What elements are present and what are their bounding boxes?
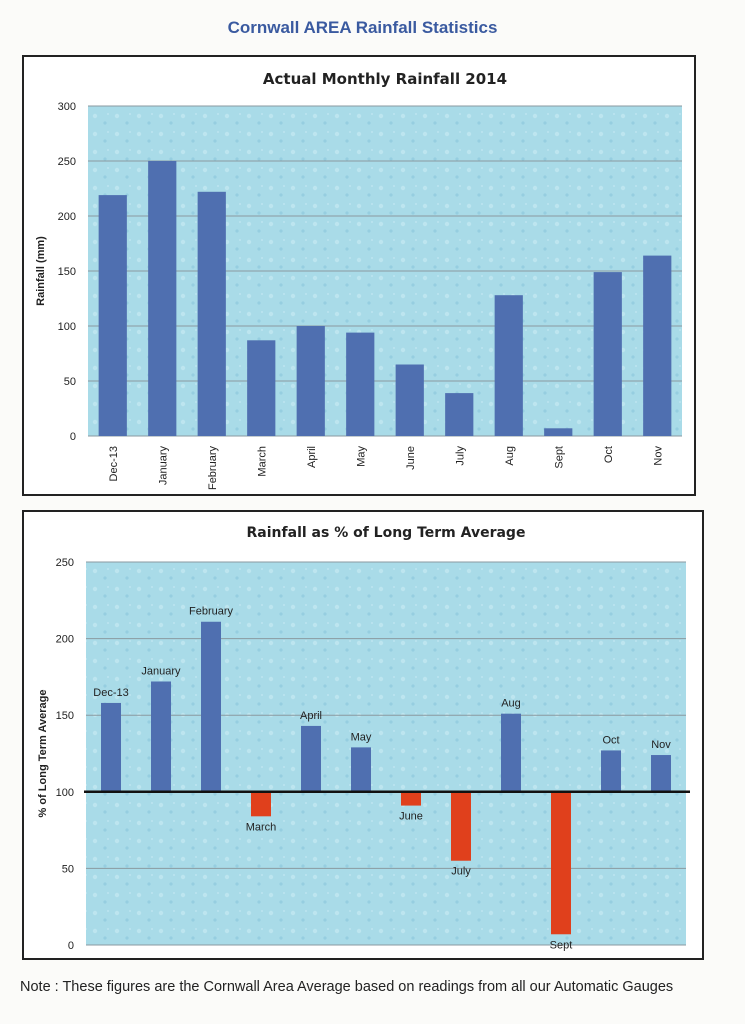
y-axis-label: % of Long Term Average	[37, 690, 49, 818]
bar-june	[401, 791, 421, 806]
rainfall-chart: Actual Monthly Rainfall 2014 0 50 100 150 200…	[35, 70, 682, 491]
x-tick-label: May	[355, 446, 367, 467]
y-axis-label: Rainfall (mm)	[35, 236, 47, 306]
x-tick-label: April	[306, 446, 318, 468]
bar-april	[296, 326, 325, 436]
data-label: Nov	[651, 739, 671, 751]
data-label: Oct	[602, 734, 619, 746]
y-tick-label: 0	[70, 431, 76, 443]
bar-sept	[544, 428, 573, 436]
bar-may	[346, 332, 375, 436]
x-tick-label: Aug	[504, 446, 516, 466]
percent-average-chart-panel: Rainfall as % of Long Term Average 0 50 100…	[22, 510, 704, 960]
x-tick-label: June	[405, 446, 417, 470]
bar-oct	[593, 272, 622, 436]
bar-nov	[651, 755, 671, 792]
x-tick-label: January	[157, 446, 169, 486]
x-tick-label: Oct	[603, 446, 615, 463]
bar-sept	[551, 791, 571, 935]
percent-average-chart: Rainfall as % of Long Term Average 0 50 100…	[37, 525, 690, 952]
bar-march	[247, 340, 276, 436]
bar-january	[151, 681, 171, 792]
y-tick-label: 0	[68, 940, 74, 952]
data-label: Dec-13	[93, 687, 128, 699]
bar-aug	[494, 295, 523, 436]
data-label: May	[351, 731, 372, 743]
x-tick-label: Sept	[553, 446, 565, 469]
data-label: January	[141, 665, 181, 677]
rainfall-chart-panel: Actual Monthly Rainfall 2014 0 50 100 150 200…	[22, 55, 696, 496]
y-tick-label: 200	[56, 634, 74, 646]
bar-dec-13	[98, 195, 127, 436]
bar-nov	[643, 255, 672, 436]
chart-title: Rainfall as % of Long Term Average	[247, 525, 526, 541]
bar-march	[251, 791, 271, 817]
bar-oct	[601, 750, 621, 792]
x-tick-label: February	[207, 446, 219, 491]
y-tick-label: 250	[58, 156, 76, 168]
x-tick-label: March	[256, 446, 268, 477]
x-tick-label: Nov	[652, 446, 664, 466]
data-label: April	[300, 710, 322, 722]
x-tick-label: July	[454, 446, 466, 466]
bar-june	[395, 364, 424, 436]
bar-july	[451, 791, 471, 861]
data-label: July	[451, 866, 471, 878]
data-label: February	[189, 606, 234, 618]
bar-may	[351, 747, 371, 792]
data-label: June	[399, 811, 423, 823]
footnote: Note : These figures are the Cornwall Ar…	[20, 979, 674, 995]
y-tick-label: 100	[56, 787, 74, 799]
y-tick-label: 150	[56, 710, 74, 722]
bar-february	[201, 621, 221, 792]
y-tick-label: 100	[58, 321, 76, 333]
page-title: Cornwall AREA Rainfall Statistics	[227, 18, 498, 37]
y-tick-label: 300	[58, 101, 76, 113]
y-tick-label: 250	[56, 557, 74, 569]
bar-february	[197, 191, 226, 436]
bar-april	[301, 725, 321, 792]
y-tick-label: 200	[58, 211, 76, 223]
y-tick-label: 50	[64, 376, 76, 388]
bar-july	[445, 393, 474, 436]
data-label: Aug	[501, 698, 521, 710]
data-label: Sept	[550, 939, 573, 951]
y-tick-label: 150	[58, 266, 76, 278]
bar-dec-13	[101, 702, 121, 792]
chart-title: Actual Monthly Rainfall 2014	[263, 70, 507, 88]
bar-aug	[501, 713, 521, 792]
plot-texture	[86, 562, 686, 945]
data-label: March	[246, 821, 277, 833]
bar-january	[148, 161, 177, 436]
x-tick-label: Dec-13	[108, 446, 120, 481]
y-tick-label: 50	[62, 863, 74, 875]
